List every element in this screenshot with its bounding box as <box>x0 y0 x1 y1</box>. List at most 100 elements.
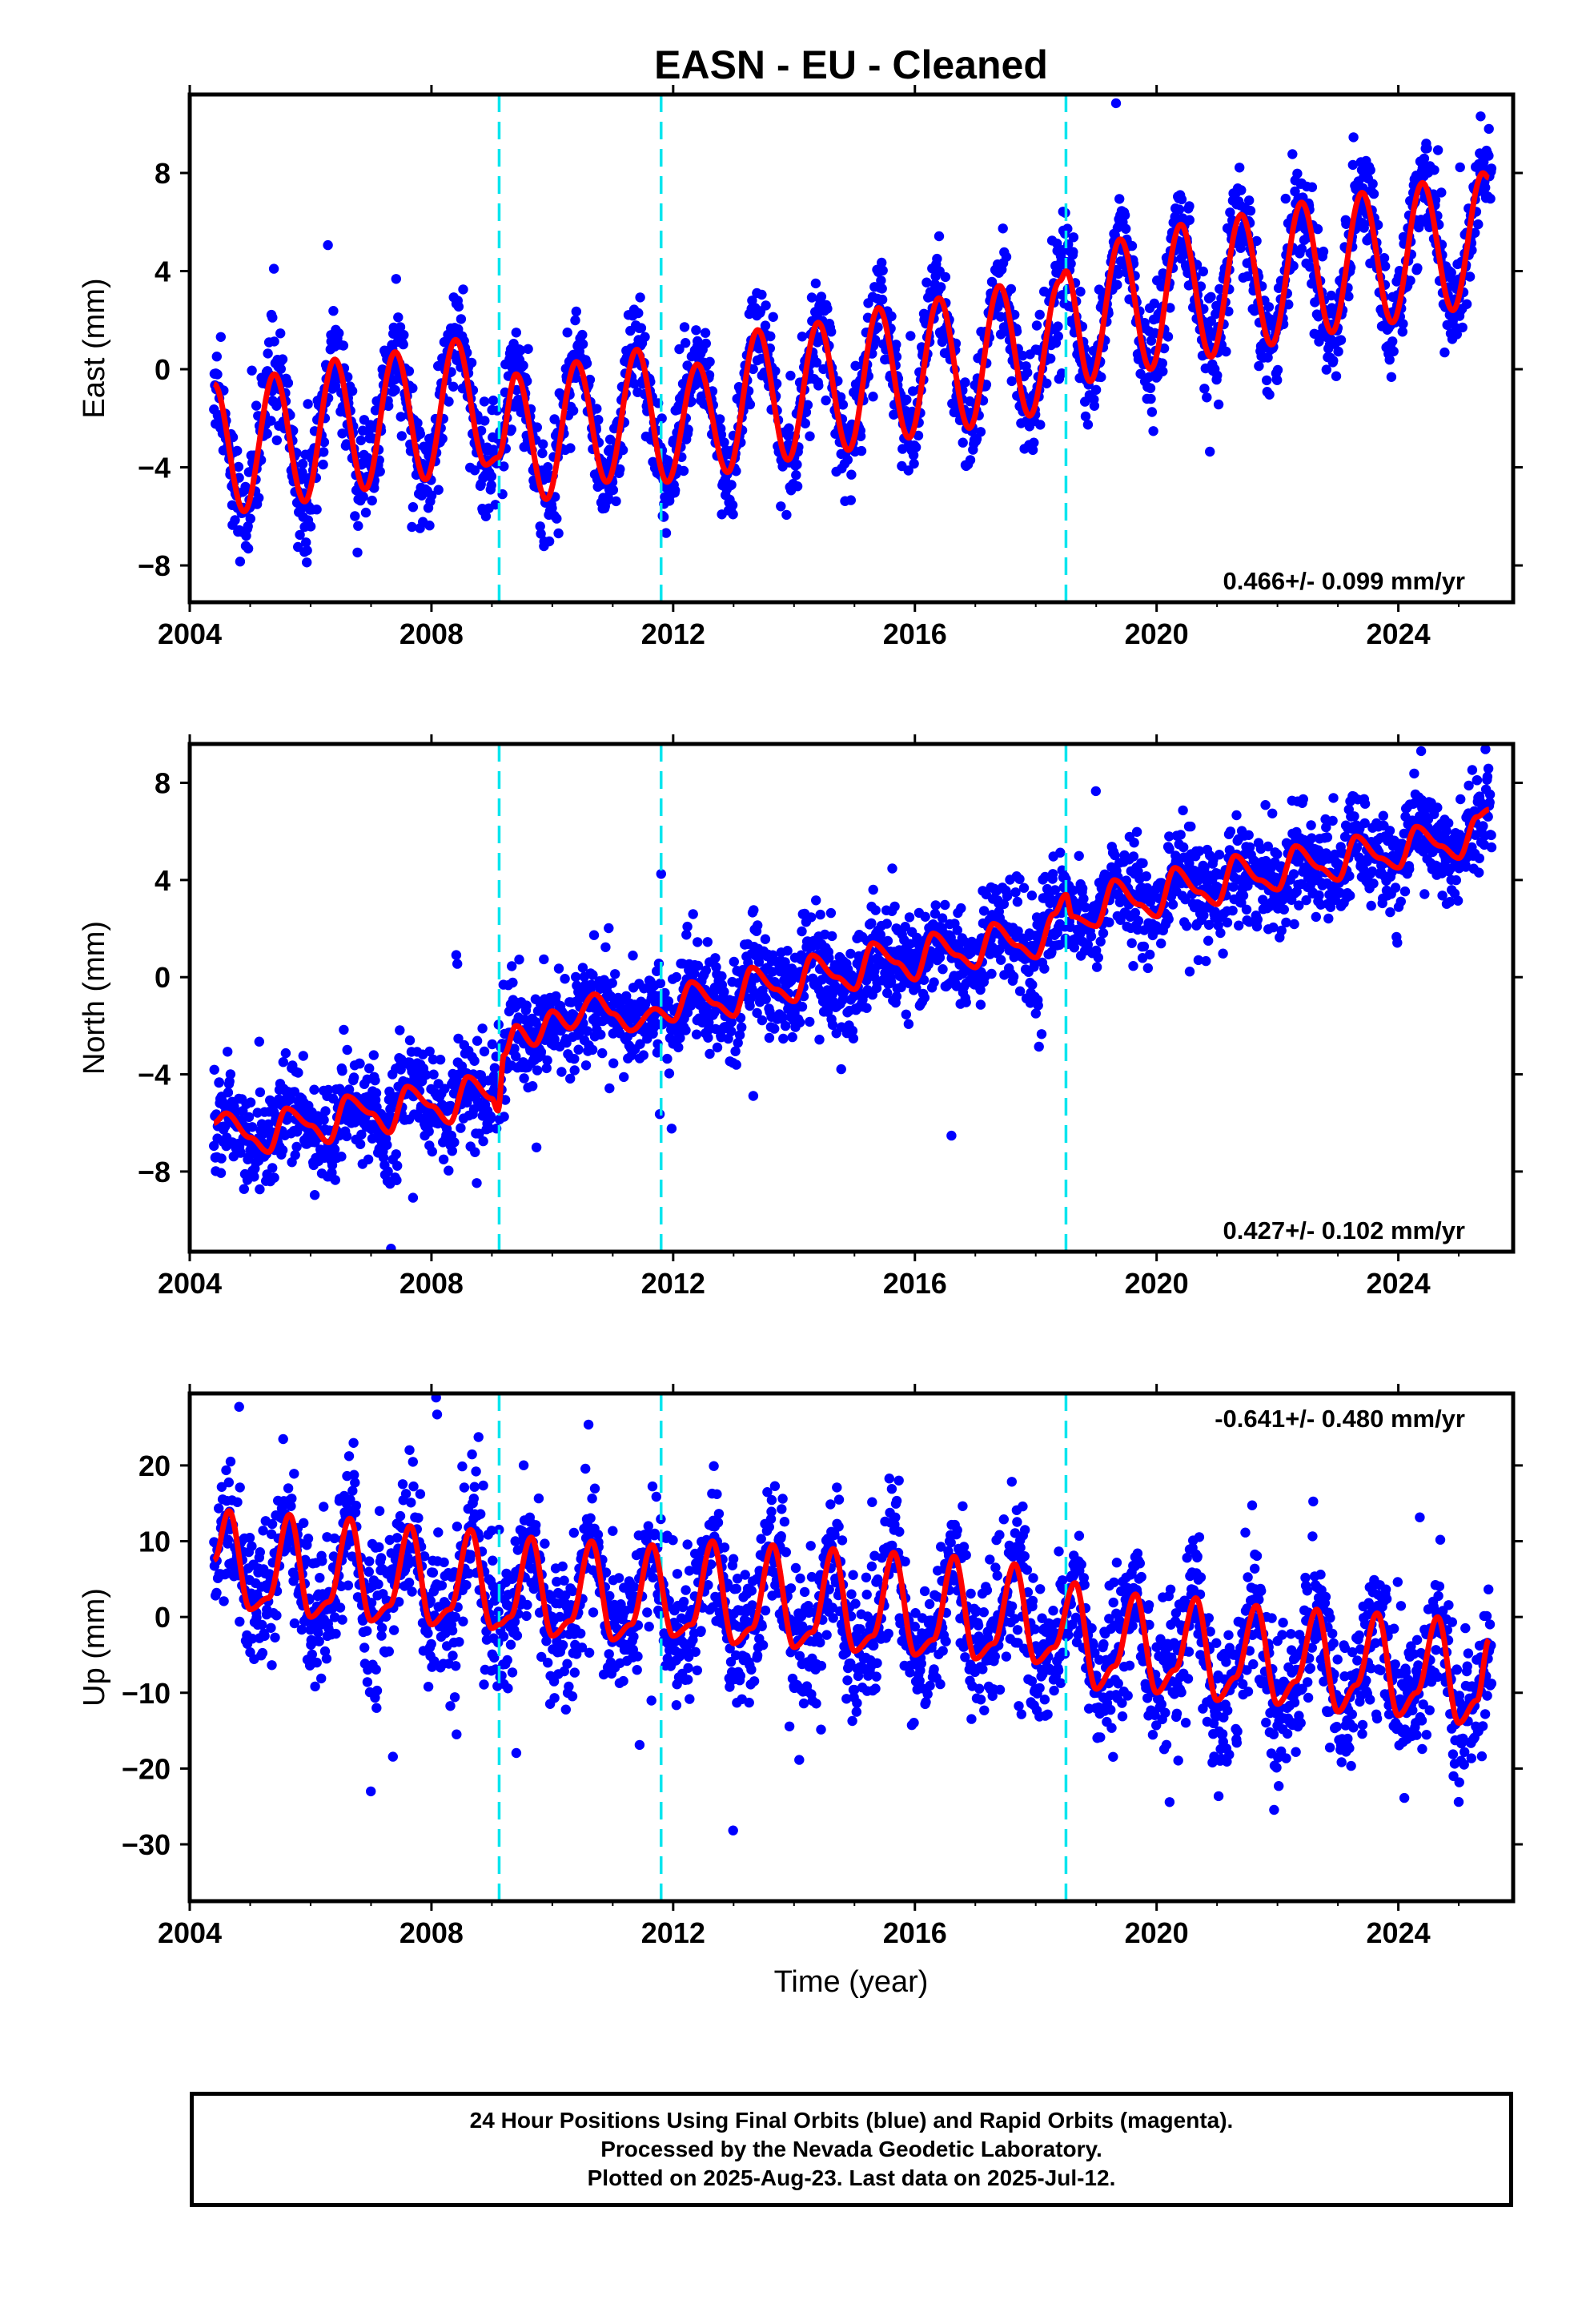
east-point <box>1386 372 1397 382</box>
east-point <box>1022 368 1033 378</box>
east-point <box>909 458 919 469</box>
east-point <box>611 496 621 507</box>
east-point <box>821 395 831 406</box>
north-point <box>330 1175 340 1185</box>
north-point <box>472 1035 483 1046</box>
east-point <box>1455 162 1465 173</box>
north-point <box>569 1054 580 1064</box>
east-point <box>297 459 308 469</box>
north-point <box>531 1142 542 1153</box>
north-point <box>542 1055 552 1066</box>
north-point <box>1167 899 1178 910</box>
north-point <box>604 923 614 934</box>
east-point <box>1405 275 1415 286</box>
east-point <box>705 356 715 367</box>
east-point <box>1280 193 1291 204</box>
east-point <box>1135 368 1146 379</box>
east-point <box>277 354 288 364</box>
north-point <box>370 1075 380 1086</box>
east-point <box>1254 360 1264 372</box>
east-point <box>1318 246 1329 257</box>
north-point <box>484 1123 495 1134</box>
north-point <box>1131 826 1142 838</box>
north-point <box>348 1072 359 1083</box>
east-point <box>466 357 477 368</box>
east-point <box>903 465 913 476</box>
east-point <box>233 461 244 472</box>
north-point <box>223 1088 234 1098</box>
north-point <box>787 1031 797 1043</box>
north-point <box>485 1111 496 1122</box>
north-point <box>1231 810 1242 821</box>
north-point <box>587 1044 598 1055</box>
east-point <box>1263 352 1273 363</box>
north-point <box>664 1068 675 1079</box>
north-point <box>757 1015 768 1026</box>
north-point <box>536 1047 547 1057</box>
east-point <box>748 364 758 375</box>
north-point <box>291 1141 302 1152</box>
east-point <box>1202 392 1212 403</box>
east-point <box>1307 182 1318 192</box>
east-point <box>1331 371 1342 381</box>
east-point <box>1313 312 1323 322</box>
east-point <box>1264 389 1275 400</box>
east-point <box>1432 145 1443 155</box>
east-point <box>1314 336 1324 347</box>
north-point <box>577 963 588 973</box>
north-point <box>280 1047 291 1059</box>
east-point <box>1263 302 1275 312</box>
north-point <box>269 1172 279 1183</box>
north-point <box>975 999 986 1010</box>
north-point <box>778 1033 789 1044</box>
north-point <box>519 1073 529 1084</box>
north-point <box>689 968 700 979</box>
north-point <box>383 1166 393 1176</box>
north-point <box>499 1112 509 1122</box>
east-point <box>1121 223 1131 234</box>
north-point <box>277 1145 288 1156</box>
north-point <box>320 1106 331 1116</box>
north-point <box>1098 928 1109 939</box>
north-point <box>597 1047 608 1059</box>
east-point <box>1119 210 1130 220</box>
east-point <box>283 378 294 388</box>
east-point <box>1480 183 1491 193</box>
east-point <box>511 328 521 338</box>
east-point <box>518 360 528 371</box>
north-point <box>881 919 893 929</box>
east-point <box>330 380 341 392</box>
north-point <box>1133 915 1144 927</box>
north-point <box>514 955 524 965</box>
east-point <box>868 392 878 402</box>
north-point <box>1281 917 1291 928</box>
north-point <box>477 1023 488 1034</box>
east-point <box>1335 335 1347 345</box>
east-point <box>679 322 690 332</box>
north-point <box>408 1192 419 1203</box>
east-point <box>811 357 822 368</box>
north-point <box>561 1037 572 1048</box>
north-point <box>1093 952 1104 963</box>
east-point <box>1205 446 1215 457</box>
east-point <box>486 480 496 491</box>
east-point <box>1046 353 1056 364</box>
east-point <box>230 515 240 525</box>
east-point <box>683 424 693 435</box>
east-point <box>1057 368 1067 379</box>
north-point <box>468 1104 480 1115</box>
east-point <box>1031 320 1042 331</box>
east-point <box>1457 322 1468 333</box>
east-point <box>934 231 945 242</box>
east-point <box>905 331 916 341</box>
north-point <box>782 946 793 956</box>
east-point <box>352 547 363 558</box>
east-point <box>633 308 644 319</box>
east-point <box>719 437 729 448</box>
east-x-tick-label: 2004 <box>158 617 222 650</box>
north-point <box>341 1131 352 1142</box>
east-point <box>480 416 490 426</box>
north-point <box>371 1088 382 1099</box>
north-point <box>391 1175 402 1185</box>
east-point <box>1365 165 1375 175</box>
